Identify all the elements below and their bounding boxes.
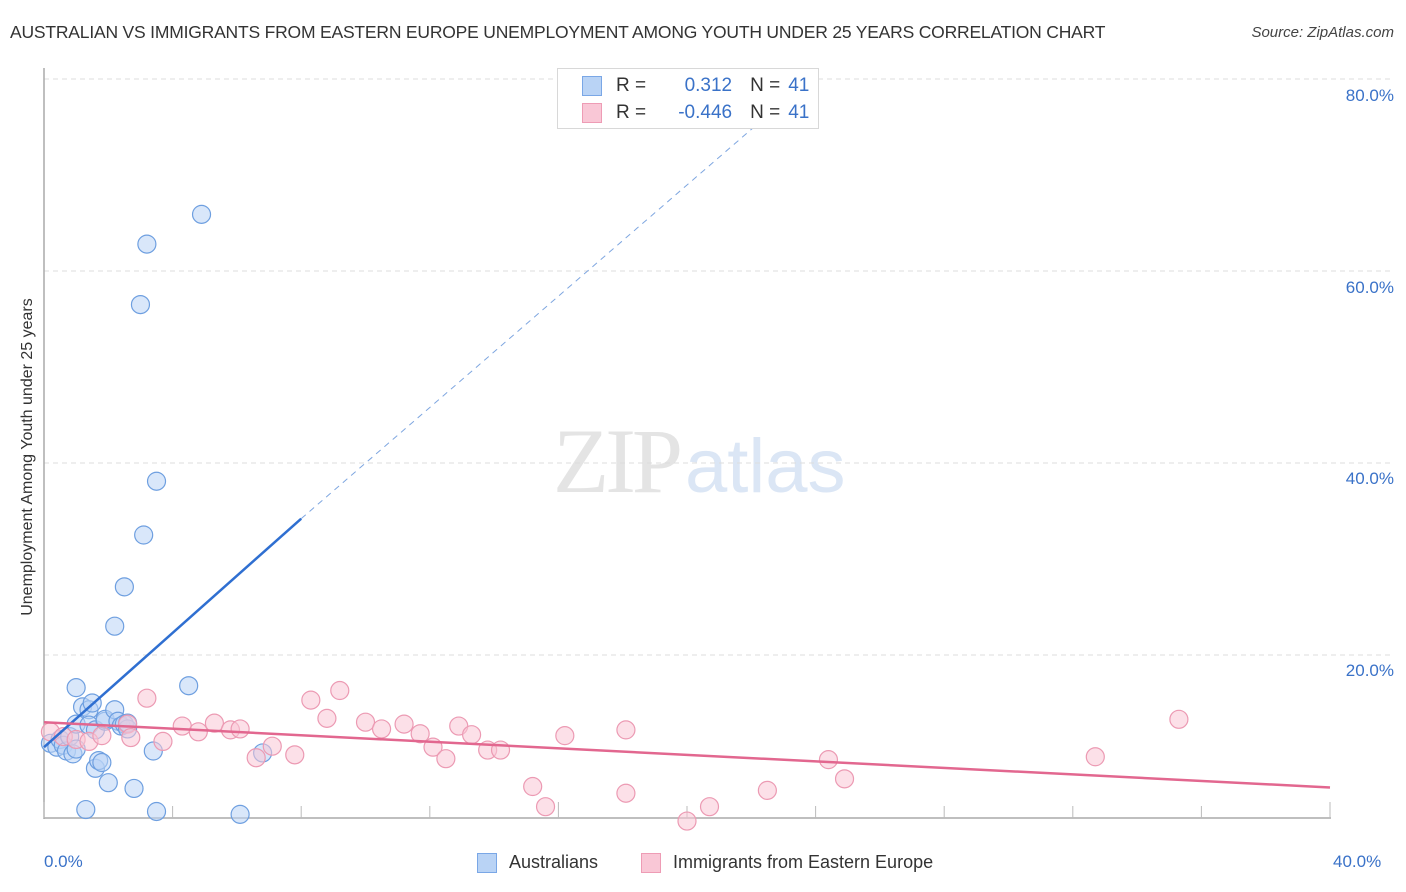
y-tick-80: 80.0% bbox=[1345, 86, 1394, 105]
data-point-immigrants bbox=[121, 727, 141, 748]
legend-item-australians[interactable]: Australians bbox=[477, 852, 598, 873]
data-point-australians bbox=[76, 799, 96, 820]
data-point-immigrants bbox=[204, 713, 224, 733]
n-value-australians: 41 bbox=[788, 75, 810, 96]
data-point-immigrants bbox=[436, 749, 456, 769]
data-point-immigrants bbox=[834, 769, 855, 789]
chart-title: AUSTRALIAN VS IMMIGRANTS FROM EASTERN EU… bbox=[10, 22, 1106, 42]
n-label: N = bbox=[750, 102, 781, 123]
australians-legend-swatch bbox=[477, 852, 497, 873]
data-point-immigrants bbox=[153, 731, 173, 752]
data-point-australians bbox=[191, 204, 212, 224]
data-point-immigrants bbox=[523, 776, 543, 797]
series-legend: Australians Immigrants from Eastern Euro… bbox=[0, 852, 1406, 876]
stats-row-australians: R = 0.312 N = 41 bbox=[582, 74, 809, 98]
data-point-immigrants bbox=[262, 736, 282, 756]
data-point-immigrants bbox=[410, 724, 430, 744]
data-point-immigrants bbox=[490, 740, 511, 760]
data-point-immigrants bbox=[394, 714, 414, 734]
data-point-australians bbox=[137, 234, 157, 254]
y-tick-20: 20.0% bbox=[1345, 661, 1394, 680]
legend-label-australians: Australians bbox=[509, 852, 599, 872]
data-point-immigrants bbox=[616, 720, 636, 740]
x-tick-40: 40.0% bbox=[1333, 852, 1382, 871]
data-point-immigrants bbox=[172, 716, 192, 736]
data-point-australians bbox=[146, 801, 167, 822]
x-tick-0: 0.0% bbox=[44, 852, 83, 871]
data-point-australians bbox=[179, 676, 199, 696]
data-point-immigrants bbox=[230, 719, 250, 739]
data-point-immigrants bbox=[330, 680, 350, 701]
data-point-immigrants bbox=[317, 708, 337, 728]
data-point-immigrants bbox=[355, 712, 376, 732]
australians-trend-line bbox=[43, 517, 303, 749]
axes bbox=[43, 68, 1331, 819]
r-value-immigrants: -0.446 bbox=[678, 102, 733, 123]
data-point-immigrants bbox=[555, 726, 575, 746]
data-point-immigrants bbox=[92, 726, 112, 746]
data-point-immigrants bbox=[1169, 709, 1189, 729]
data-point-immigrants bbox=[677, 811, 697, 831]
data-point-immigrants bbox=[616, 783, 636, 803]
zipatlas-watermark: ZIPatlas bbox=[553, 408, 846, 514]
correlation-stats-legend: R = 0.312 N = 41 R = -0.446 N = 41 bbox=[557, 68, 819, 129]
r-value-australians: 0.312 bbox=[684, 75, 733, 96]
y-tick-60: 60.0% bbox=[1345, 278, 1394, 297]
r-label: R = bbox=[616, 102, 647, 123]
data-point-australians bbox=[134, 525, 154, 545]
data-point-australians bbox=[124, 778, 144, 799]
data-point-australians bbox=[130, 295, 151, 315]
data-point-immigrants bbox=[461, 725, 482, 745]
y-axis-label: Unemployment Among Youth under 25 years bbox=[19, 298, 36, 616]
data-point-australians bbox=[92, 752, 112, 773]
data-point-immigrants bbox=[535, 797, 556, 817]
data-point-immigrants bbox=[246, 748, 266, 768]
data-point-australians bbox=[98, 773, 118, 793]
legend-label-immigrants: Immigrants from Eastern Europe bbox=[673, 852, 934, 872]
data-point-australians bbox=[230, 804, 250, 824]
trend-lines bbox=[43, 115, 1331, 789]
data-point-immigrants bbox=[301, 690, 321, 710]
n-value-immigrants: 41 bbox=[788, 102, 810, 123]
australians-swatch bbox=[582, 76, 602, 96]
data-point-immigrants bbox=[188, 722, 208, 742]
data-point-immigrants bbox=[699, 797, 720, 817]
immigrants-legend-swatch bbox=[641, 852, 661, 873]
data-point-immigrants bbox=[137, 688, 157, 708]
australians-trend-extension bbox=[300, 115, 768, 520]
data-point-australians bbox=[66, 678, 86, 698]
data-point-immigrants bbox=[285, 745, 305, 765]
watermark-atlas: atlas bbox=[685, 424, 846, 509]
watermark-zip: ZIP bbox=[553, 410, 683, 512]
n-label: N = bbox=[750, 75, 781, 96]
y-tick-40: 40.0% bbox=[1345, 469, 1394, 488]
data-point-immigrants bbox=[757, 780, 777, 800]
immigrants-points bbox=[40, 680, 1189, 831]
r-label: R = bbox=[616, 75, 647, 96]
immigrants-trend-line bbox=[43, 720, 1331, 789]
data-point-immigrants bbox=[371, 719, 392, 739]
data-point-australians bbox=[105, 616, 125, 636]
source-label: Source: ZipAtlas.com bbox=[1251, 24, 1394, 41]
data-point-australians bbox=[146, 471, 167, 491]
data-point-immigrants bbox=[818, 750, 839, 770]
legend-item-immigrants[interactable]: Immigrants from Eastern Europe bbox=[641, 852, 933, 873]
immigrants-swatch bbox=[582, 103, 602, 123]
stats-row-immigrants: R = -0.446 N = 41 bbox=[582, 101, 809, 125]
data-point-australians bbox=[114, 577, 134, 597]
data-point-immigrants bbox=[1085, 747, 1105, 767]
